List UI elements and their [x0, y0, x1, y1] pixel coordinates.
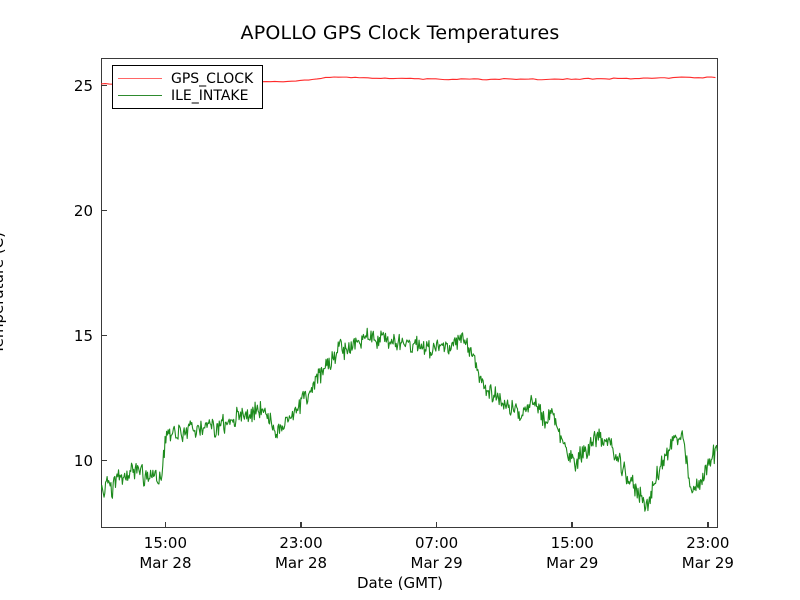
y-tick-mark [101, 334, 107, 337]
legend-item-gps_clock: GPS_CLOCK [118, 70, 253, 87]
x-tick-label: 23:00 Mar 28 [274, 534, 328, 572]
y-axis-label: Temperature (C) [0, 232, 7, 354]
x-tick-label: 07:00 Mar 29 [410, 534, 463, 572]
legend-item-ile_intake: ILE_INTAKE [118, 87, 253, 104]
y-tick-mark [101, 459, 107, 462]
y-tick-label: 10 [73, 451, 93, 470]
x-tick-mark [571, 522, 574, 528]
legend-swatch-icon [118, 78, 162, 79]
x-tick-mark [300, 522, 302, 528]
x-tick-mark [164, 522, 167, 528]
legend-label: GPS_CLOCK [171, 70, 254, 87]
y-tick-label: 25 [73, 76, 93, 95]
x-axis-label: Date (GMT) [356, 574, 444, 592]
plot-frame [101, 58, 718, 528]
y-tick-label: 20 [73, 201, 93, 220]
chart-title: APOLLO GPS Clock Temperatures [240, 22, 560, 44]
y-tick-label: 15 [73, 326, 93, 345]
y-tick-mark [101, 84, 107, 87]
plot-area [101, 76, 718, 512]
y-tick-mark [101, 209, 107, 212]
x-tick-label: 15:00 Mar 29 [546, 534, 599, 572]
series-line-ile_intake [101, 327, 718, 512]
x-tick-mark [435, 522, 438, 528]
legend-swatch-icon [118, 95, 162, 96]
x-tick-mark [707, 522, 709, 528]
legend-label: ILE_INTAKE [171, 87, 249, 104]
series-layer [101, 76, 718, 512]
x-tick-label: 15:00 Mar 28 [139, 534, 192, 572]
x-tick-label: 23:00 Mar 29 [681, 534, 734, 572]
chart-legend: GPS_CLOCK ILE_INTAKE [112, 65, 264, 109]
